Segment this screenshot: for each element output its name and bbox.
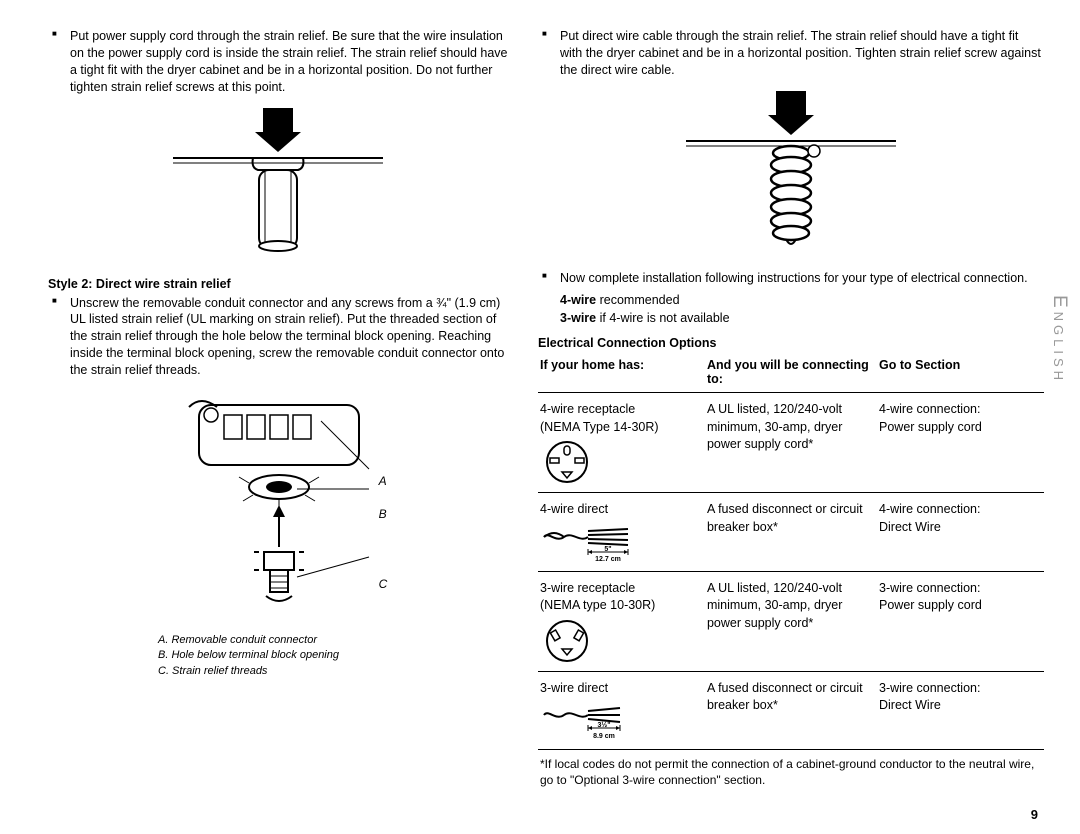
- footnote: *If local codes do not permit the connec…: [538, 750, 1044, 788]
- left-bullet-2: Unscrew the removable conduit connector …: [48, 295, 508, 379]
- caption-b: B. Hole below terminal block opening: [158, 648, 508, 663]
- figure-strain-relief-cord: [48, 108, 508, 261]
- r2c3b: Direct Wire: [879, 520, 941, 534]
- style2-heading: Style 2: Direct wire strain relief: [48, 277, 508, 291]
- th-home: If your home has:: [538, 354, 705, 393]
- caption-a: A. Removable conduit connector: [158, 633, 508, 648]
- rec-3wire: 3-wire: [560, 311, 596, 325]
- r3c3a: 3-wire connection:: [879, 581, 980, 595]
- r1c1a: 4-wire receptacle: [540, 402, 635, 416]
- svg-text:3½": 3½": [597, 721, 610, 729]
- figure-conduit-connector: A B C: [48, 387, 508, 617]
- label-a: A: [379, 465, 388, 499]
- th-connect: And you will be connecting to:: [705, 354, 877, 393]
- language-tab: English: [1048, 295, 1070, 384]
- nema-10-30r-icon: [540, 619, 594, 663]
- r4c1: 3-wire direct: [540, 681, 608, 695]
- right-bullet-1: Put direct wire cable through the strain…: [538, 28, 1044, 79]
- label-b: B: [379, 498, 388, 532]
- options-heading: Electrical Connection Options: [538, 336, 1044, 350]
- direct-wire-3-icon: 3½" 8.9 cm: [540, 701, 640, 741]
- r2c3a: 4-wire connection:: [879, 502, 980, 516]
- nema-14-30r-icon: [540, 440, 594, 484]
- rec-3wire-text: if 4-wire is not available: [596, 311, 729, 325]
- r1c2: A UL listed, 120/240-volt minimum, 30-am…: [705, 393, 877, 493]
- r3c2: A UL listed, 120/240-volt minimum, 30-am…: [705, 571, 877, 671]
- r3c1b: (NEMA type 10-30R): [540, 598, 655, 612]
- svg-text:5": 5": [604, 546, 611, 553]
- r4c2: A fused disconnect or circuit breaker bo…: [705, 671, 877, 750]
- left-column: Put power supply cord through the strain…: [48, 28, 508, 788]
- page-number: 9: [1031, 807, 1038, 822]
- r4c3b: Direct Wire: [879, 698, 941, 712]
- rec-4wire-text: recommended: [596, 293, 679, 307]
- r2c2: A fused disconnect or circuit breaker bo…: [705, 493, 877, 572]
- r2c1: 4-wire direct: [540, 502, 608, 516]
- figure-spring-relief: [538, 91, 1044, 254]
- table-row: 4-wire direct 5": [538, 493, 1044, 572]
- table-row: 3-wire direct 3½" 8.9 cm: [538, 671, 1044, 750]
- rec-4wire: 4-wire: [560, 293, 596, 307]
- right-column: Put direct wire cable through the strain…: [538, 28, 1044, 788]
- direct-wire-4-icon: 5" 12.7 cm: [540, 523, 640, 563]
- r1c1b: (NEMA Type 14-30R): [540, 420, 659, 434]
- r3c1a: 3-wire receptacle: [540, 581, 635, 595]
- right-bullet-2: Now complete installation following inst…: [538, 270, 1044, 287]
- options-table: If your home has: And you will be connec…: [538, 354, 1044, 750]
- table-row: 3-wire receptacle (NEMA type 10-30R) A U…: [538, 571, 1044, 671]
- svg-text:8.9 cm: 8.9 cm: [593, 733, 615, 740]
- caption-c: C. Strain relief threads: [158, 664, 508, 679]
- left-bullet-1: Put power supply cord through the strain…: [48, 28, 508, 96]
- table-row: 4-wire receptacle (NEMA Type 14-30R) A U…: [538, 393, 1044, 493]
- r4c3a: 3-wire connection:: [879, 681, 980, 695]
- r1c3a: 4-wire connection:: [879, 402, 980, 416]
- svg-text:12.7 cm: 12.7 cm: [595, 556, 621, 563]
- th-section: Go to Section: [877, 354, 1044, 393]
- label-c: C: [379, 568, 388, 602]
- r3c3b: Power supply cord: [879, 598, 982, 612]
- r1c3b: Power supply cord: [879, 420, 982, 434]
